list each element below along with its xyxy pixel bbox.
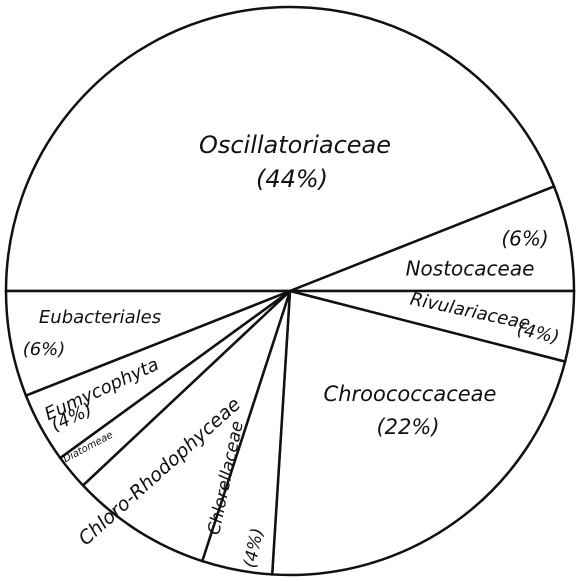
slice — [4, 5, 556, 293]
slice — [270, 289, 567, 577]
slice-label: Nostocaceae — [406, 257, 535, 281]
value-label: (6%) — [501, 227, 548, 251]
value-label: (6%) — [23, 339, 66, 360]
slice — [4, 289, 291, 398]
slice-label: Eubacteriales — [39, 307, 161, 328]
value-label: (44%) — [256, 165, 328, 193]
slice-label: Chroococcaceae — [324, 382, 497, 406]
slice — [81, 290, 292, 563]
slice-label: Oscillatoriaceae — [199, 131, 391, 159]
value-label: (22%) — [376, 415, 439, 439]
